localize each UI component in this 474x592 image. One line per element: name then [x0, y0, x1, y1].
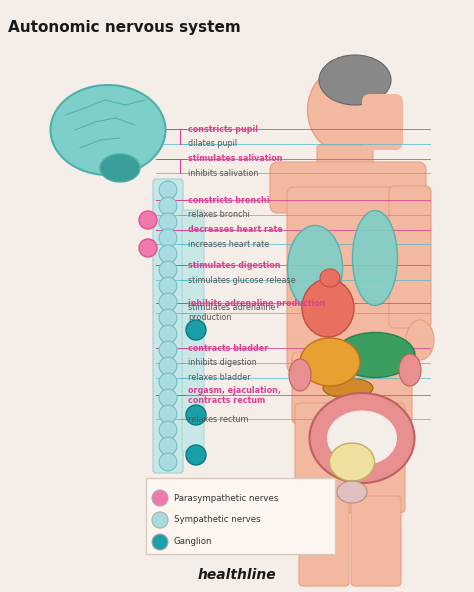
Text: dilates pupil: dilates pupil	[188, 139, 237, 149]
FancyBboxPatch shape	[292, 352, 412, 424]
Text: stimulates salivation: stimulates salivation	[188, 154, 283, 163]
Text: decreases heart rate: decreases heart rate	[188, 225, 283, 234]
Ellipse shape	[399, 354, 421, 386]
FancyBboxPatch shape	[317, 145, 373, 181]
Text: stimulates adrenaline
production: stimulates adrenaline production	[188, 303, 275, 322]
Text: Parasympathetic nerves: Parasympathetic nerves	[174, 494, 278, 503]
Ellipse shape	[289, 359, 311, 391]
Text: constricts pupil: constricts pupil	[188, 124, 258, 134]
Circle shape	[139, 239, 157, 257]
Circle shape	[159, 261, 177, 279]
Ellipse shape	[100, 154, 140, 182]
Ellipse shape	[51, 85, 165, 175]
Circle shape	[159, 277, 177, 295]
Text: Ganglion: Ganglion	[174, 538, 212, 546]
Circle shape	[159, 293, 177, 311]
Circle shape	[159, 405, 177, 423]
FancyBboxPatch shape	[389, 186, 431, 328]
Text: relaxes bronchi: relaxes bronchi	[188, 210, 250, 220]
Circle shape	[139, 211, 157, 229]
Circle shape	[159, 229, 177, 247]
Ellipse shape	[288, 226, 343, 310]
FancyBboxPatch shape	[347, 403, 405, 513]
FancyBboxPatch shape	[182, 210, 204, 452]
FancyBboxPatch shape	[270, 162, 426, 213]
Ellipse shape	[320, 269, 340, 287]
Circle shape	[186, 445, 206, 465]
FancyBboxPatch shape	[295, 403, 353, 513]
Circle shape	[159, 181, 177, 199]
Text: inhibits adrenaline production: inhibits adrenaline production	[188, 298, 326, 308]
Text: stimulates glucose release: stimulates glucose release	[188, 275, 296, 285]
FancyBboxPatch shape	[146, 478, 335, 554]
Text: healthline: healthline	[198, 568, 276, 582]
Text: constricts bronchi: constricts bronchi	[188, 195, 270, 205]
Ellipse shape	[406, 320, 434, 360]
Ellipse shape	[337, 481, 367, 503]
Text: orgasm, ejaculation,
contracts rectum: orgasm, ejaculation, contracts rectum	[188, 386, 281, 405]
Text: stimulates digestion: stimulates digestion	[188, 260, 281, 270]
Circle shape	[159, 325, 177, 343]
Circle shape	[186, 405, 206, 425]
Circle shape	[152, 512, 168, 528]
Text: contracts bladder: contracts bladder	[188, 343, 268, 353]
Ellipse shape	[319, 55, 391, 105]
Circle shape	[159, 341, 177, 359]
Circle shape	[159, 437, 177, 455]
Ellipse shape	[353, 211, 398, 305]
Circle shape	[159, 357, 177, 375]
Ellipse shape	[308, 67, 383, 153]
Ellipse shape	[329, 443, 374, 481]
FancyBboxPatch shape	[362, 94, 403, 150]
Ellipse shape	[310, 393, 414, 483]
Text: increases heart rate: increases heart rate	[188, 240, 269, 249]
FancyBboxPatch shape	[287, 187, 418, 373]
Ellipse shape	[335, 333, 415, 378]
Circle shape	[159, 309, 177, 327]
Text: relaxes bladder: relaxes bladder	[188, 373, 251, 382]
Circle shape	[159, 373, 177, 391]
Text: inhibits salivation: inhibits salivation	[188, 169, 258, 178]
Circle shape	[159, 197, 177, 215]
Circle shape	[152, 490, 168, 506]
Circle shape	[152, 534, 168, 550]
Circle shape	[159, 389, 177, 407]
Ellipse shape	[302, 279, 354, 337]
Circle shape	[159, 245, 177, 263]
FancyBboxPatch shape	[153, 179, 183, 473]
Ellipse shape	[327, 410, 397, 465]
Circle shape	[159, 421, 177, 439]
FancyBboxPatch shape	[351, 496, 401, 586]
Ellipse shape	[323, 378, 373, 398]
Circle shape	[159, 213, 177, 231]
Text: inhibits digestion: inhibits digestion	[188, 358, 256, 368]
FancyBboxPatch shape	[299, 496, 349, 586]
Text: Sympathetic nerves: Sympathetic nerves	[174, 516, 261, 525]
Ellipse shape	[300, 338, 360, 386]
Circle shape	[159, 453, 177, 471]
Circle shape	[186, 320, 206, 340]
Text: relaxes rectum: relaxes rectum	[188, 414, 248, 424]
Text: Autonomic nervous system: Autonomic nervous system	[8, 20, 241, 35]
